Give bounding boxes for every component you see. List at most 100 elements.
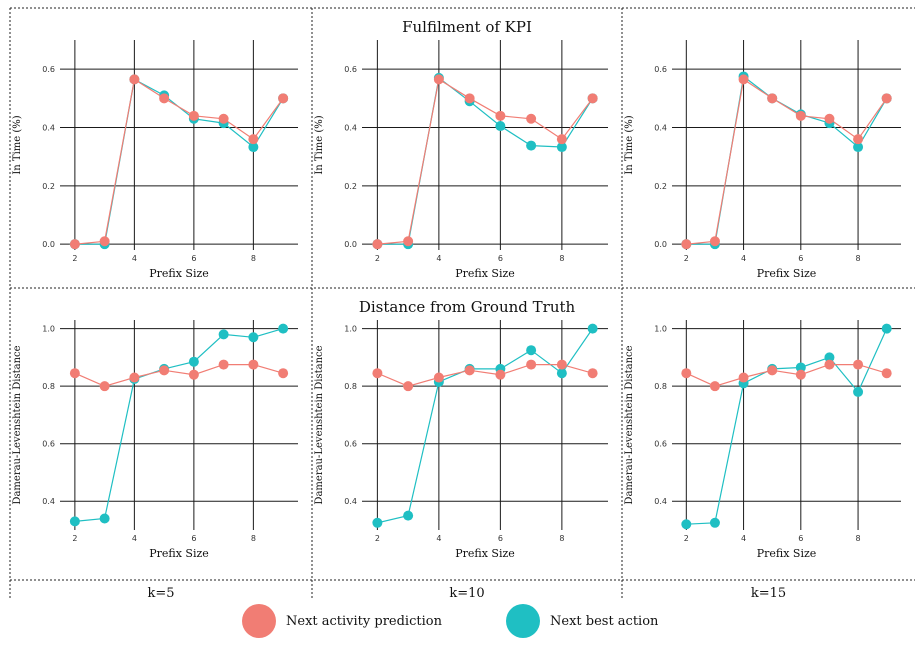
data-point-nap [881, 93, 892, 104]
y-axis-label: Damerau-Levenshtein Distance [314, 345, 325, 504]
x-tick-label: 2 [72, 254, 77, 263]
y-tick-label: 0.8 [654, 382, 667, 391]
data-point-nap [824, 113, 835, 124]
data-point-nap [464, 365, 475, 376]
legend-label-nba: Next best action [550, 613, 659, 629]
x-axis-label: Prefix Size [757, 267, 817, 280]
y-axis-label: In Time (%) [624, 115, 635, 174]
x-tick-label: 2 [72, 534, 77, 543]
series-line-nap [377, 364, 593, 387]
x-tick-label: 6 [798, 254, 803, 263]
data-point-nap [372, 368, 383, 379]
x-tick-label: 2 [684, 534, 689, 543]
data-point-nap [433, 372, 444, 383]
series-line-nba [686, 75, 888, 245]
x-tick-label: 4 [132, 254, 137, 263]
data-point-nap [188, 369, 199, 380]
y-tick-label: 0.4 [344, 124, 357, 133]
data-point-nap [556, 134, 567, 145]
data-point-nap [881, 368, 892, 379]
data-point-nap [495, 369, 506, 380]
y-tick-label: 0.6 [42, 65, 55, 74]
data-point-nba [526, 140, 537, 151]
data-point-nap [587, 368, 598, 379]
y-tick-label: 0.6 [344, 440, 357, 449]
data-point-nap [248, 134, 259, 145]
data-point-nap [767, 365, 778, 376]
data-point-nap [159, 365, 170, 376]
data-point-nba [403, 510, 414, 521]
y-axis-label: Damerau-Levenshtein Distance [12, 345, 23, 504]
series-line-nba [377, 328, 594, 524]
x-tick-label: 2 [375, 254, 380, 263]
data-point-nap [767, 93, 778, 104]
data-point-nap [129, 372, 140, 383]
x-tick-label: 8 [856, 534, 861, 543]
data-point-nap [129, 74, 140, 85]
y-tick-label: 0.6 [344, 65, 357, 74]
data-point-nba [824, 352, 835, 363]
data-point-nba [795, 362, 806, 373]
data-point-nba [188, 356, 199, 367]
y-tick-label: 0.4 [654, 497, 667, 506]
data-point-nap [556, 359, 567, 370]
x-axis-label: Prefix Size [455, 547, 515, 560]
series-line-nap [74, 78, 284, 245]
y-tick-label: 0.6 [42, 440, 55, 449]
data-point-nap [824, 359, 835, 370]
x-tick-label: 4 [436, 254, 441, 263]
x-tick-label: 6 [191, 534, 196, 543]
y-tick-label: 0.4 [654, 124, 667, 133]
y-tick-label: 0.0 [654, 240, 667, 249]
data-point-nba [587, 323, 598, 334]
column-label: k=10 [449, 586, 484, 601]
data-point-nba [278, 323, 289, 334]
legend: Next activity prediction Next best actio… [0, 604, 915, 638]
data-point-nap [159, 93, 170, 104]
data-point-nba [709, 517, 720, 528]
y-tick-label: 0.4 [344, 497, 357, 506]
data-point-nap [278, 93, 289, 104]
data-point-nap [403, 236, 414, 247]
y-tick-label: 0.2 [344, 182, 357, 191]
data-point-nap [188, 110, 199, 121]
data-point-nba [372, 517, 383, 528]
column-label: k=5 [147, 586, 174, 601]
data-point-nba [99, 513, 110, 524]
data-point-nba [248, 332, 259, 343]
data-point-nap [69, 239, 80, 250]
data-point-nap [372, 239, 383, 250]
row-strip-label: Fulfilment of KPI [402, 18, 532, 36]
data-point-nap [681, 368, 692, 379]
y-axis-label: In Time (%) [12, 115, 23, 174]
legend-swatch-nap [242, 604, 276, 638]
x-axis-label: Prefix Size [455, 267, 515, 280]
series-line-nba [74, 78, 284, 245]
x-tick-label: 6 [798, 534, 803, 543]
data-point-nap [464, 93, 475, 104]
y-tick-label: 1.0 [344, 325, 357, 334]
x-axis-label: Prefix Size [149, 547, 209, 560]
data-point-nba [556, 368, 567, 379]
x-tick-label: 8 [251, 254, 256, 263]
data-point-nap [738, 372, 749, 383]
data-point-nap [218, 113, 229, 124]
data-point-nap [709, 236, 720, 247]
column-label: k=15 [751, 586, 786, 601]
data-point-nap [587, 93, 598, 104]
y-tick-label: 1.0 [654, 325, 667, 334]
data-point-nap [709, 381, 720, 392]
data-point-nap [738, 74, 749, 85]
data-point-nba [495, 121, 506, 132]
x-tick-label: 6 [191, 254, 196, 263]
legend-label-nap: Next activity prediction [286, 613, 442, 629]
y-tick-label: 0.8 [42, 382, 55, 391]
data-point-nap [218, 359, 229, 370]
legend-swatch-nba [506, 604, 540, 638]
data-point-nba [681, 519, 692, 530]
y-tick-label: 0.6 [654, 65, 667, 74]
data-point-nap [433, 74, 444, 85]
data-point-nap [99, 381, 110, 392]
x-tick-label: 4 [741, 534, 746, 543]
